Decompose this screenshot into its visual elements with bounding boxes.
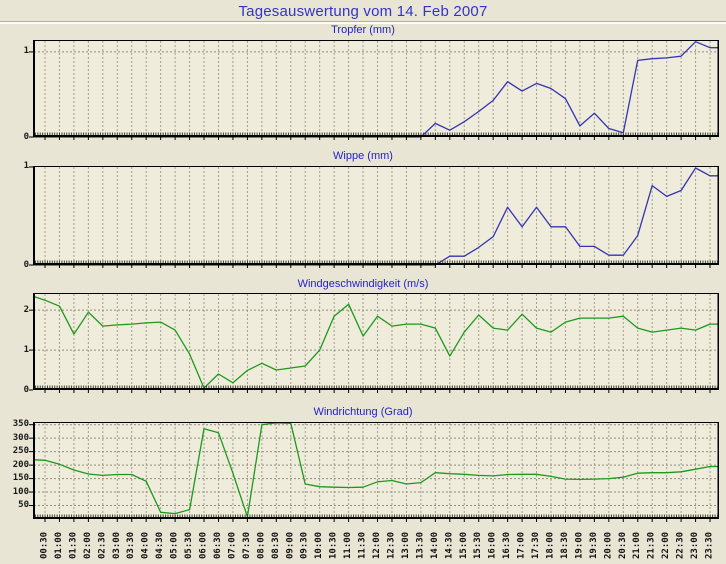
x-tick-label: 16:00 xyxy=(487,531,498,559)
x-tick-label: 22:00 xyxy=(661,531,672,559)
y-tick-label: 350 xyxy=(12,419,29,430)
y-tick-label: 0 xyxy=(23,131,29,142)
x-tick-label: 04:00 xyxy=(140,531,151,559)
x-tick-label: 19:30 xyxy=(588,531,599,559)
windgeschwindigkeit-line-chart xyxy=(29,293,719,393)
x-tick-label: 03:00 xyxy=(111,531,122,559)
x-tick-label: 07:00 xyxy=(227,531,238,559)
x-tick-label: 23:30 xyxy=(704,531,715,559)
x-tick-label: 07:30 xyxy=(241,531,252,559)
tropfer-line-chart xyxy=(29,40,719,140)
y-tick-label: 0 xyxy=(23,384,29,395)
y-tick-label: 1 xyxy=(23,344,29,355)
chart-title-wippe: Wippe (mm) xyxy=(333,150,393,162)
x-tick-label: 00:30 xyxy=(39,531,50,559)
x-tick-label: 21:30 xyxy=(646,531,657,559)
page-title: Tagesauswertung vom 14. Feb 2007 xyxy=(238,3,488,20)
x-tick-label: 18:30 xyxy=(560,531,570,559)
y-tick-label: 300 xyxy=(12,432,29,443)
x-tick-label: 14:00 xyxy=(429,531,440,559)
y-tick-label: 1 xyxy=(23,46,29,57)
x-tick-label: 17:30 xyxy=(531,531,541,559)
x-tick-label: 12:30 xyxy=(386,531,397,559)
x-tick-label: 01:30 xyxy=(68,531,79,559)
x-tick-label: 03:30 xyxy=(126,531,137,559)
x-tick-label: 04:30 xyxy=(155,531,166,559)
y-tick-label: 250 xyxy=(12,446,29,457)
chart-title-tropfer: Tropfer (mm) xyxy=(331,24,395,36)
chart-title-windgeschwindigkeit: Windgeschwindigkeit (m/s) xyxy=(297,278,429,290)
chart-title-windrichtung: Windrichtung (Grad) xyxy=(313,406,413,418)
x-tick-label: 10:30 xyxy=(328,531,339,559)
x-tick-label: 02:30 xyxy=(97,531,108,559)
x-tick-label: 11:00 xyxy=(343,531,354,559)
x-tick-label: 14:30 xyxy=(444,531,455,559)
x-tick-label: 10:00 xyxy=(314,531,325,559)
x-tick-label: 22:30 xyxy=(675,531,686,559)
x-tick-label: 20:00 xyxy=(603,531,614,559)
x-tick-label: 06:00 xyxy=(198,531,209,559)
x-tick-label: 17:00 xyxy=(516,531,527,559)
x-tick-label: 01:00 xyxy=(54,531,64,559)
x-tick-label: 13:00 xyxy=(400,531,411,559)
x-tick-label: 16:30 xyxy=(502,531,513,559)
x-tick-label: 08:00 xyxy=(256,531,267,559)
x-tick-label: 05:00 xyxy=(169,531,180,559)
y-tick-label: 2 xyxy=(23,304,29,315)
y-tick-label: 150 xyxy=(12,473,29,484)
x-tick-label: 19:00 xyxy=(574,531,585,559)
x-tick-label: 13:30 xyxy=(415,531,426,559)
title-divider xyxy=(0,21,726,24)
x-tick-label: 15:30 xyxy=(473,531,484,559)
x-tick-label: 09:30 xyxy=(299,531,310,559)
y-tick-label: 50 xyxy=(18,500,29,511)
x-tick-label: 02:00 xyxy=(82,531,93,559)
y-tick-label: 100 xyxy=(12,486,29,497)
windrichtung-line-chart xyxy=(29,422,719,522)
x-tick-label: 08:30 xyxy=(270,531,281,559)
y-tick-label: 200 xyxy=(12,459,29,470)
x-tick-label: 23:00 xyxy=(690,531,701,559)
x-tick-label: 05:30 xyxy=(184,531,195,559)
wippe-line-chart xyxy=(29,166,719,268)
y-tick-label: 0 xyxy=(23,259,29,270)
x-tick-label: 06:30 xyxy=(213,531,223,559)
x-tick-label: 12:00 xyxy=(372,531,382,559)
y-tick-label: 1 xyxy=(23,161,29,172)
x-tick-label: 21:00 xyxy=(632,531,643,559)
x-tick-label: 18:00 xyxy=(545,531,556,559)
x-tick-label: 20:30 xyxy=(617,531,628,559)
x-tick-label: 09:00 xyxy=(285,531,296,559)
x-tick-label: 15:00 xyxy=(458,531,469,559)
x-tick-label: 11:30 xyxy=(357,531,368,559)
